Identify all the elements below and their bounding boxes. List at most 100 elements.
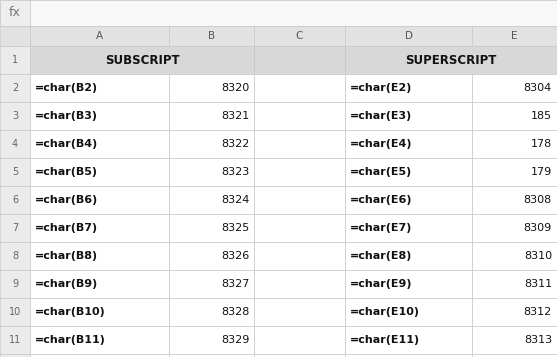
Text: =char(E9): =char(E9) (350, 279, 413, 289)
Text: 8328: 8328 (221, 307, 249, 317)
Text: 8309: 8309 (524, 223, 552, 233)
Bar (254, 102, 345, 130)
Bar (0, 354, 30, 357)
Bar (345, 158, 472, 186)
Text: SUPERSCRIPT: SUPERSCRIPT (405, 54, 497, 66)
Text: 8324: 8324 (221, 195, 249, 205)
Text: =char(E7): =char(E7) (350, 223, 412, 233)
Bar (0, 26, 30, 46)
Bar (254, 354, 345, 357)
Text: 7: 7 (12, 223, 18, 233)
Bar (345, 326, 472, 354)
Bar (30, 26, 169, 46)
Text: =char(B10): =char(B10) (35, 307, 106, 317)
Text: =char(E6): =char(E6) (350, 195, 413, 205)
Text: 8313: 8313 (524, 335, 552, 345)
Text: =char(B9): =char(B9) (35, 279, 98, 289)
Text: 8310: 8310 (524, 251, 552, 261)
Bar (169, 242, 254, 270)
Bar (0, 0, 557, 26)
Bar (472, 354, 557, 357)
Bar (254, 186, 345, 214)
Text: =char(E11): =char(E11) (350, 335, 420, 345)
Text: =char(B2): =char(B2) (35, 83, 98, 93)
Bar (30, 74, 169, 102)
Bar (169, 26, 254, 46)
Text: =char(B3): =char(B3) (35, 111, 98, 121)
Bar (472, 26, 557, 46)
Text: D: D (404, 31, 413, 41)
Bar (30, 102, 169, 130)
Bar (30, 130, 169, 158)
Bar (345, 298, 472, 326)
Bar (0, 186, 30, 214)
Text: 8312: 8312 (524, 307, 552, 317)
Bar (472, 186, 557, 214)
Bar (254, 298, 345, 326)
Bar (254, 46, 345, 74)
Bar (472, 270, 557, 298)
Text: 11: 11 (9, 335, 21, 345)
Bar (345, 46, 557, 74)
Bar (0, 298, 30, 326)
Text: =char(E3): =char(E3) (350, 111, 412, 121)
Bar (30, 214, 169, 242)
Bar (472, 158, 557, 186)
Text: 4: 4 (12, 139, 18, 149)
Text: 8: 8 (12, 251, 18, 261)
Text: =char(B6): =char(B6) (35, 195, 98, 205)
Bar (0, 130, 30, 158)
Text: 6: 6 (12, 195, 18, 205)
Bar (345, 74, 472, 102)
Text: 185: 185 (531, 111, 552, 121)
Text: =char(E10): =char(E10) (350, 307, 420, 317)
Bar (345, 102, 472, 130)
Text: 8311: 8311 (524, 279, 552, 289)
Bar (254, 26, 345, 46)
Bar (30, 326, 169, 354)
Bar (345, 214, 472, 242)
Bar (472, 298, 557, 326)
Text: 179: 179 (531, 167, 552, 177)
Text: fx: fx (9, 6, 21, 20)
Text: 8327: 8327 (221, 279, 249, 289)
Bar (345, 354, 472, 357)
Text: 8325: 8325 (221, 223, 249, 233)
Bar (345, 130, 472, 158)
Text: 178: 178 (531, 139, 552, 149)
Bar (472, 102, 557, 130)
Bar (254, 74, 345, 102)
Bar (0, 214, 30, 242)
Text: =char(B5): =char(B5) (35, 167, 98, 177)
Bar (169, 354, 254, 357)
Text: 8323: 8323 (221, 167, 249, 177)
Text: =char(E2): =char(E2) (350, 83, 412, 93)
Text: 8322: 8322 (221, 139, 249, 149)
Bar (254, 214, 345, 242)
Text: E: E (511, 31, 518, 41)
Text: 10: 10 (9, 307, 21, 317)
Bar (254, 242, 345, 270)
Text: C: C (296, 31, 303, 41)
Bar (0, 242, 30, 270)
Bar (169, 298, 254, 326)
Bar (472, 74, 557, 102)
Bar (169, 102, 254, 130)
Bar (169, 74, 254, 102)
Bar (254, 130, 345, 158)
Text: 8308: 8308 (524, 195, 552, 205)
Bar (0, 46, 30, 74)
Bar (0, 158, 30, 186)
Bar (169, 326, 254, 354)
Bar (472, 214, 557, 242)
Bar (0, 74, 30, 102)
Bar (345, 186, 472, 214)
Text: =char(E5): =char(E5) (350, 167, 412, 177)
Text: 8321: 8321 (221, 111, 249, 121)
Bar (0, 270, 30, 298)
Bar (30, 242, 169, 270)
Text: 2: 2 (12, 83, 18, 93)
Bar (472, 130, 557, 158)
Text: =char(B4): =char(B4) (35, 139, 98, 149)
Text: =char(B7): =char(B7) (35, 223, 98, 233)
